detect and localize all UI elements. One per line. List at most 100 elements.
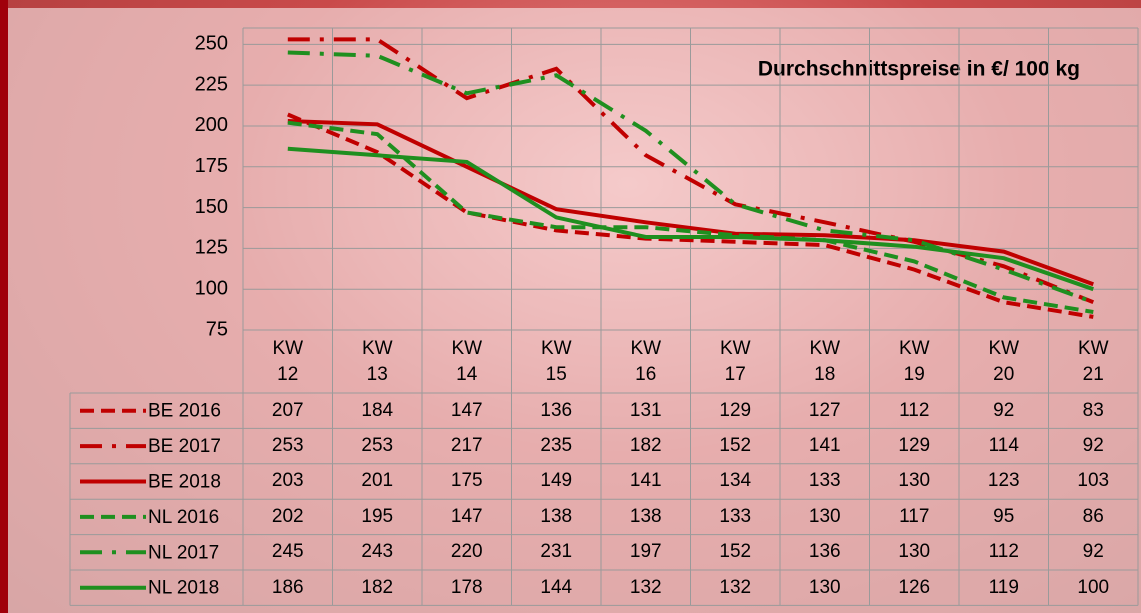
table-cell: 141 — [780, 428, 870, 463]
cell-text: 127 — [808, 399, 841, 421]
x-tick-label: KW 17 — [691, 330, 781, 393]
cell-text: 114 — [988, 435, 1019, 457]
table-cell: 129 — [870, 428, 960, 463]
y-tick-label: 75 — [206, 318, 228, 340]
cell-text: 130 — [898, 470, 931, 492]
y-tick-label: 225 — [195, 73, 228, 95]
cell-text: KW 14 — [451, 337, 483, 385]
series-line — [287, 119, 1094, 287]
table-cell: 184 — [333, 393, 423, 428]
table-cell: 131 — [601, 393, 691, 428]
cell-text: 136 — [808, 541, 841, 563]
table-cell: 130 — [870, 464, 960, 499]
cell-text: 243 — [361, 541, 394, 563]
cell-text: 92 — [993, 399, 1015, 421]
legend-label: NL 2017 — [148, 542, 219, 563]
x-tick-label: KW 14 — [422, 330, 512, 393]
y-tick-label: 125 — [195, 237, 228, 259]
cell-text: 144 — [540, 576, 573, 598]
cell-text: 141 — [629, 470, 662, 492]
table-cell: 134 — [691, 464, 781, 499]
table-cell: 207 — [243, 393, 333, 428]
cell-text: 152 — [719, 541, 752, 563]
x-tick-label: KW 21 — [1049, 330, 1139, 393]
table-cell: 100 — [1049, 570, 1139, 605]
x-tick-label: KW 12 — [243, 330, 333, 393]
table-cell: 220 — [422, 535, 512, 570]
table-cell: 149 — [512, 464, 602, 499]
table-cell: 129 — [691, 393, 781, 428]
cell-text: 182 — [629, 435, 662, 457]
table-cell: 178 — [422, 570, 512, 605]
table-cell: 231 — [512, 535, 602, 570]
cell-text: KW 15 — [540, 337, 572, 385]
table-cell: 112 — [959, 535, 1049, 570]
cell-text: 182 — [361, 576, 394, 598]
cell-text: 235 — [540, 435, 573, 457]
table-cell: 112 — [870, 393, 960, 428]
cell-text: KW 18 — [809, 337, 841, 385]
cell-text: 130 — [808, 505, 841, 527]
cell-text: 103 — [1077, 470, 1110, 492]
table-cell: 132 — [601, 570, 691, 605]
cell-text: 112 — [988, 541, 1019, 563]
series-line — [287, 112, 1094, 319]
table-cell: 133 — [780, 464, 870, 499]
cell-text: 197 — [629, 541, 662, 563]
table-cell: 245 — [243, 535, 333, 570]
cell-text: 119 — [988, 576, 1019, 598]
cell-text: KW 17 — [719, 337, 751, 385]
cell-text: KW 19 — [898, 337, 930, 385]
x-tick-label: KW 18 — [780, 330, 870, 393]
cell-text: 95 — [993, 505, 1015, 527]
cell-text: 129 — [898, 435, 931, 457]
cell-text: KW 20 — [988, 337, 1020, 385]
cell-text: 184 — [361, 399, 394, 421]
table-cell: 147 — [422, 499, 512, 534]
cell-text: 92 — [1082, 435, 1104, 457]
cell-text: 83 — [1082, 399, 1104, 421]
cell-text: 201 — [361, 470, 394, 492]
table-cell: 253 — [243, 428, 333, 463]
table-cell: 86 — [1049, 499, 1139, 534]
x-tick-label: KW 19 — [870, 330, 960, 393]
table-cell: 83 — [1049, 393, 1139, 428]
legend-label: NL 2018 — [148, 578, 219, 599]
table-cell: 103 — [1049, 464, 1139, 499]
table-cell: 217 — [422, 428, 512, 463]
table-cell: 138 — [512, 499, 602, 534]
table-cell: 133 — [691, 499, 781, 534]
y-tick-label: 100 — [195, 277, 228, 299]
table-cell: 147 — [422, 393, 512, 428]
cell-text: 141 — [808, 435, 841, 457]
table-cell: 186 — [243, 570, 333, 605]
x-tick-label: KW 15 — [512, 330, 602, 393]
table-cell: 130 — [870, 535, 960, 570]
cell-text: 126 — [898, 576, 931, 598]
cell-text: 203 — [271, 470, 304, 492]
table-cell: 130 — [780, 570, 870, 605]
table-cell: 235 — [512, 428, 602, 463]
cell-text: 220 — [450, 541, 483, 563]
table-cell: 144 — [512, 570, 602, 605]
cell-text: 245 — [271, 541, 304, 563]
chart-title: Durchschnittspreise in €/ 100 kg — [758, 58, 1080, 81]
table-cell: 138 — [601, 499, 691, 534]
cell-text: 186 — [271, 576, 304, 598]
cell-text: 129 — [719, 399, 752, 421]
cell-text: 147 — [450, 399, 483, 421]
series-line — [287, 50, 1094, 305]
cell-text: KW 12 — [272, 337, 304, 385]
cell-text: KW 21 — [1077, 337, 1109, 385]
table-cell: 136 — [512, 393, 602, 428]
cell-text: 131 — [629, 399, 662, 421]
table-cell: 203 — [243, 464, 333, 499]
table-cell: 182 — [601, 428, 691, 463]
table-cell: 126 — [870, 570, 960, 605]
cell-text: 138 — [540, 505, 573, 527]
cell-text: 217 — [450, 435, 483, 457]
cell-text: 149 — [540, 470, 573, 492]
table-cell: 182 — [333, 570, 423, 605]
cell-text: 231 — [540, 541, 573, 563]
